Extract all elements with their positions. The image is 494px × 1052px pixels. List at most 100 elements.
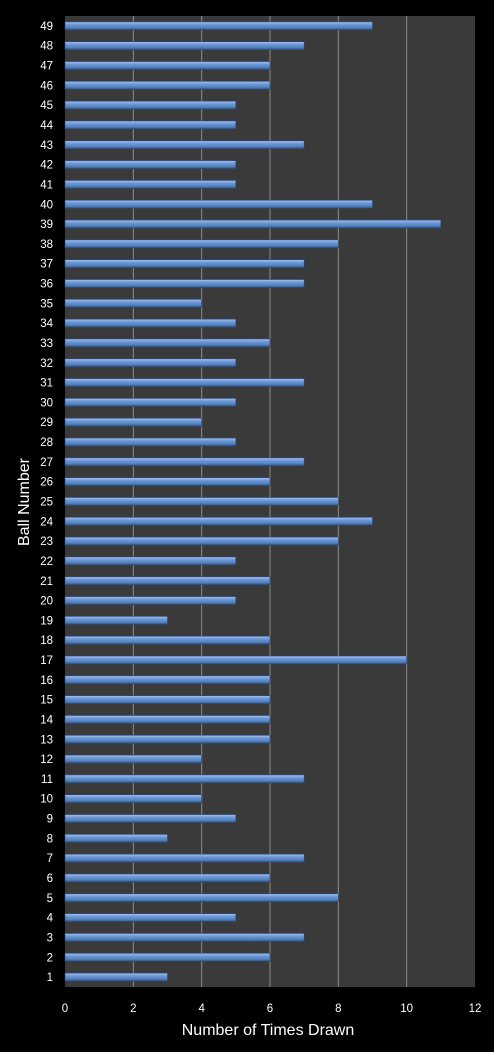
y-tick-label: 30 — [40, 397, 53, 409]
x-axis-title: Number of Times Drawn — [182, 1022, 355, 1039]
y-tick-label: 22 — [40, 556, 53, 568]
bar-ball-17 — [64, 655, 407, 665]
y-tick-label: 17 — [40, 655, 53, 667]
y-tick-label: 40 — [40, 199, 53, 211]
x-tick-label: 8 — [335, 1003, 341, 1015]
y-tick-label: 42 — [40, 160, 53, 172]
bar-ball-37 — [64, 259, 305, 269]
y-tick-label: 10 — [40, 794, 53, 806]
bar-ball-46 — [64, 81, 271, 90]
bar-ball-19 — [64, 616, 168, 625]
x-tick-label: 12 — [469, 1003, 482, 1015]
y-tick-label: 29 — [40, 417, 53, 429]
bar-ball-22 — [64, 556, 237, 566]
y-tick-label: 41 — [40, 179, 53, 191]
y-tick-label: 31 — [40, 378, 53, 390]
bar-ball-5 — [64, 893, 339, 903]
bar-ball-32 — [64, 358, 237, 368]
bar-ball-24 — [64, 517, 373, 526]
y-tick-label: 47 — [40, 61, 53, 73]
y-tick-label: 4 — [47, 913, 54, 925]
y-tick-label: 44 — [40, 120, 53, 132]
x-tick-label: 4 — [198, 1003, 205, 1015]
bar-ball-13 — [64, 734, 271, 744]
y-tick-label: 36 — [40, 279, 53, 291]
x-tick-label: 2 — [130, 1003, 136, 1015]
bar-ball-29 — [64, 417, 202, 427]
bar-ball-16 — [64, 675, 271, 685]
bar-ball-33 — [64, 338, 271, 348]
y-tick-labels: 1234567891011121314151617181920212223242… — [40, 21, 53, 984]
bar-ball-8 — [64, 834, 168, 843]
bar-ball-35 — [64, 299, 202, 308]
y-tick-label: 38 — [40, 239, 53, 251]
y-tick-label: 49 — [40, 21, 53, 33]
bar-ball-36 — [64, 279, 305, 288]
y-tick-label: 48 — [40, 41, 53, 53]
y-tick-label: 13 — [40, 734, 53, 746]
y-tick-label: 23 — [40, 536, 53, 548]
y-axis-title: Ball Number — [16, 457, 33, 546]
y-tick-label: 19 — [40, 615, 53, 627]
y-tick-label: 37 — [40, 259, 53, 271]
bar-ball-12 — [64, 754, 202, 764]
bar-ball-43 — [64, 140, 305, 150]
y-tick-label: 34 — [40, 318, 53, 330]
y-tick-label: 18 — [40, 635, 53, 647]
y-tick-label: 26 — [40, 477, 53, 489]
y-tick-label: 27 — [40, 457, 53, 469]
bar-ball-26 — [64, 477, 271, 486]
y-tick-label: 33 — [40, 338, 53, 350]
y-tick-label: 32 — [40, 358, 53, 370]
bar-ball-40 — [64, 199, 373, 209]
y-tick-label: 39 — [40, 219, 53, 231]
bar-ball-30 — [64, 398, 237, 407]
y-tick-label: 6 — [47, 873, 53, 885]
bar-ball-47 — [64, 61, 271, 70]
y-tick-label: 43 — [40, 140, 53, 152]
y-tick-label: 21 — [40, 576, 53, 588]
y-tick-label: 12 — [40, 754, 53, 766]
x-tick-labels: 0 2 4 6 8 10 12 — [62, 1003, 482, 1015]
bar-ball-14 — [64, 715, 271, 724]
bar-ball-18 — [64, 635, 271, 645]
bar-ball-27 — [64, 457, 305, 467]
bar-ball-6 — [64, 873, 271, 883]
y-tick-label: 28 — [40, 437, 53, 449]
x-tick-label: 0 — [62, 1003, 68, 1015]
y-tick-label: 3 — [47, 932, 53, 944]
bars — [64, 21, 442, 982]
y-tick-label: 15 — [40, 695, 53, 707]
y-tick-label: 9 — [47, 814, 53, 826]
y-tick-label: 24 — [40, 516, 53, 528]
y-tick-label: 16 — [40, 675, 53, 687]
bar-ball-45 — [64, 100, 237, 110]
y-tick-label: 5 — [47, 893, 53, 905]
bar-ball-48 — [64, 41, 305, 51]
y-tick-label: 45 — [40, 100, 53, 112]
y-tick-label: 1 — [47, 972, 53, 984]
x-tick-label: 10 — [400, 1003, 413, 1015]
bar-ball-3 — [64, 933, 305, 942]
bar-ball-4 — [64, 913, 237, 922]
y-tick-label: 8 — [47, 833, 53, 845]
y-tick-label: 2 — [47, 952, 53, 964]
bar-ball-7 — [64, 853, 305, 863]
bar-ball-39 — [64, 219, 442, 229]
bar-ball-23 — [64, 536, 339, 546]
bar-ball-10 — [64, 794, 202, 804]
y-tick-label: 11 — [41, 774, 53, 786]
x-tick-label: 6 — [267, 1003, 273, 1015]
y-tick-label: 35 — [40, 298, 53, 310]
bar-ball-21 — [64, 576, 271, 586]
y-tick-label: 25 — [40, 497, 53, 509]
y-tick-label: 7 — [47, 853, 53, 865]
bar-ball-20 — [64, 596, 237, 605]
bar-ball-41 — [64, 180, 237, 189]
bar-ball-34 — [64, 318, 237, 328]
bar-ball-31 — [64, 378, 305, 387]
y-tick-label: 20 — [40, 596, 53, 608]
bar-ball-2 — [64, 952, 271, 962]
y-tick-label: 14 — [40, 714, 53, 726]
bar-ball-25 — [64, 497, 339, 506]
